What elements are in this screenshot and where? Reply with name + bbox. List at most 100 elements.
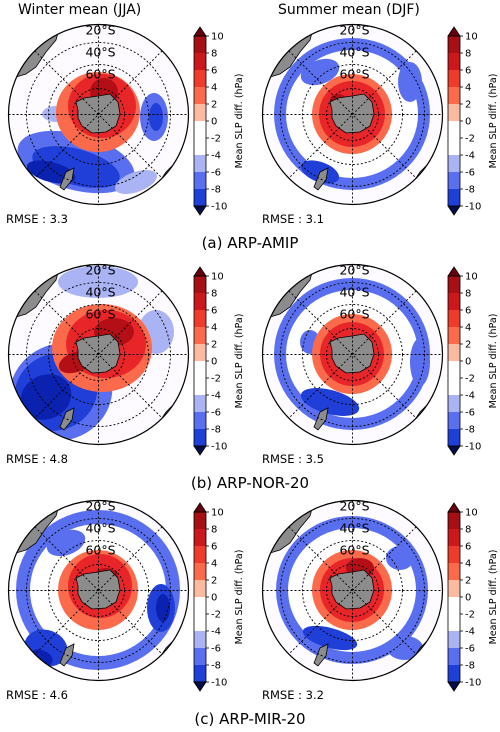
colorbar-segment xyxy=(448,395,460,413)
colorbar-tick-label: 0 xyxy=(211,593,217,604)
map-panel-nor20-jja: 20°S 40°S 60°S xyxy=(7,263,190,446)
colorbar-segment xyxy=(194,53,206,71)
colorbar-tick-label: 2 xyxy=(465,576,471,587)
colorbar-tick-label: -8 xyxy=(211,425,221,436)
colorbar-tick-label: 2 xyxy=(211,340,217,351)
colorbar-tick-label: -6 xyxy=(465,644,475,655)
colorbar-tick-label: 6 xyxy=(211,306,217,317)
latitude-label: 20°S xyxy=(85,263,115,278)
colorbar-tick-label: 10 xyxy=(465,272,478,283)
map-boundary xyxy=(261,263,444,446)
colorbar-tick-label: -10 xyxy=(211,202,227,213)
colorbar-segment xyxy=(448,597,460,615)
colorbar-tick-label: 4 xyxy=(211,323,217,334)
column-title-summer: Summer mean (DJF) xyxy=(278,2,420,18)
colorbar-tick-label: -2 xyxy=(465,134,475,145)
colorbar-tick-label: -6 xyxy=(211,644,221,655)
colorbar-segment xyxy=(448,361,460,379)
colorbar-segment xyxy=(448,87,460,105)
colorbar-segment xyxy=(448,512,460,530)
colorbar-segment xyxy=(194,189,206,207)
colorbar-tick-label: -4 xyxy=(211,151,221,162)
map-panel-nor20-djf: 20°S 40°S 60°S xyxy=(261,263,444,446)
colorbar-segment xyxy=(194,631,206,649)
colorbar-tick-label: 8 xyxy=(211,289,217,300)
latitude-label: 20°S xyxy=(85,23,115,38)
negative-anomaly-region xyxy=(300,58,340,86)
colorbar-segment xyxy=(448,546,460,564)
colorbar-segment xyxy=(194,512,206,530)
latitude-label: 20°S xyxy=(339,263,369,278)
colorbar-segment xyxy=(448,70,460,88)
colorbar-segment xyxy=(194,138,206,156)
colorbar-segment xyxy=(448,614,460,632)
colorbar-segment xyxy=(194,395,206,413)
negative-anomaly-region xyxy=(26,160,76,184)
colorbar-segment xyxy=(448,648,460,666)
colorbar-tick-label: -6 xyxy=(465,168,475,179)
negative-anomaly-region xyxy=(398,62,422,102)
latitude-label: 20°S xyxy=(339,499,369,514)
colorbar-segment xyxy=(194,327,206,345)
colorbar-tick-label: -10 xyxy=(211,678,227,689)
colorbar-tick-label: -8 xyxy=(465,185,475,196)
colorbar-tick-label: -6 xyxy=(465,408,475,419)
colorbar-segment xyxy=(194,597,206,615)
negative-anomaly-region xyxy=(46,529,86,557)
column-title-winter: Winter mean (JJA) xyxy=(18,2,142,18)
colorbar-segment xyxy=(448,665,460,683)
colorbar-segment xyxy=(194,70,206,88)
colorbar-min-arrow xyxy=(193,445,207,456)
negative-anomaly-region xyxy=(58,266,138,298)
colorbar-tick-label: -2 xyxy=(211,374,221,385)
latitude-label: 20°S xyxy=(85,499,115,514)
colorbar-min-arrow xyxy=(193,681,207,692)
map-panel-mir20-djf: 20°S 40°S 60°S xyxy=(261,499,444,682)
colorbar-segment xyxy=(448,580,460,598)
slp-field xyxy=(262,500,443,681)
colorbar-segment xyxy=(194,648,206,666)
colorbar-tick-label: -10 xyxy=(465,202,481,213)
colorbar-segment xyxy=(194,310,206,328)
colorbar-tick-label: 10 xyxy=(211,32,224,43)
colorbar-tick-label: 0 xyxy=(465,117,471,128)
colorbar-segment xyxy=(194,276,206,294)
colorbar-tick-label: 4 xyxy=(211,559,217,570)
colorbar-tick-label: 10 xyxy=(465,508,478,519)
negative-anomaly-region xyxy=(300,388,360,416)
colorbar-tick-label: 8 xyxy=(465,289,471,300)
colorbar-tick-label: 10 xyxy=(465,32,478,43)
latitude-label: 60°S xyxy=(339,307,369,322)
map-panel-mir20-jja: 20°S 40°S 60°S xyxy=(7,499,190,682)
colorbar-tick-label: 4 xyxy=(465,559,471,570)
colorbar-segment xyxy=(194,36,206,54)
colorbar-tick-label: 10 xyxy=(211,508,224,519)
colorbar-max-arrow xyxy=(193,266,207,277)
colorbar-segment xyxy=(194,665,206,683)
colorbar-segment xyxy=(448,53,460,71)
colorbar-label: Mean SLP diff. (hPa) xyxy=(488,74,499,169)
colorbar-segment xyxy=(448,172,460,190)
colorbar-label: Mean SLP diff. (hPa) xyxy=(488,314,499,409)
colorbar-tick-label: 8 xyxy=(465,525,471,536)
colorbar-segment xyxy=(448,104,460,122)
colorbar-segment xyxy=(194,293,206,311)
colorbar-label: Mean SLP diff. (hPa) xyxy=(488,550,499,645)
colorbar-nor20-djf: 10 8 6 4 2 0 -2 -4 -6 -8 -10 Mean SLP diff. (hPa) xyxy=(447,266,499,456)
negative-anomaly-region xyxy=(302,625,358,651)
colorbar-tick-label: 6 xyxy=(211,542,217,553)
negative-anomaly-region xyxy=(386,546,414,570)
colorbar-tick-label: -4 xyxy=(465,391,475,402)
colorbar-segment xyxy=(194,614,206,632)
colorbar-min-arrow xyxy=(447,205,461,216)
colorbar-tick-label: 6 xyxy=(211,66,217,77)
colorbar-tick-label: -10 xyxy=(465,442,481,453)
colorbar-tick-label: 0 xyxy=(465,593,471,604)
negative-anomaly-region xyxy=(410,338,430,386)
colorbar-label: Mean SLP diff. (hPa) xyxy=(234,74,245,169)
colorbar-tick-label: 2 xyxy=(465,340,471,351)
latitude-label: 40°S xyxy=(85,45,115,60)
colorbar-segment xyxy=(448,276,460,294)
colorbar-segment xyxy=(448,36,460,54)
colorbar-tick-label: 8 xyxy=(465,49,471,60)
